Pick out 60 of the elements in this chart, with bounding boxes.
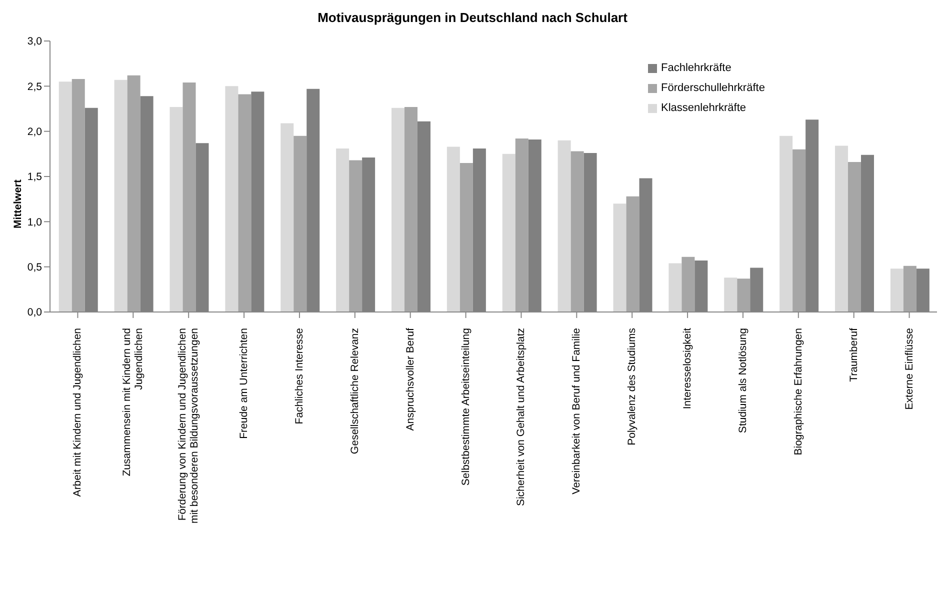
x-tick-label: Gesellschaftliche Relevanz: [348, 328, 361, 454]
legend-label: Förderschullehrkräfte: [661, 82, 765, 94]
x-tick-label: Freude am Unterrichten: [238, 328, 250, 439]
bar: [682, 256, 695, 312]
x-tick-label: Biographische Erfahrungen: [792, 328, 804, 456]
bar: [737, 278, 750, 312]
x-tick-label: Traumberuf: [848, 328, 860, 382]
bar: [558, 140, 571, 312]
x-tick-label: Sicherheit von Gehalt und Arbeitsplatz: [515, 328, 528, 506]
x-tick-label: Interesselosigkeit: [682, 328, 694, 410]
x-tick-label: Externe Einflüsse: [903, 328, 916, 410]
bar: [72, 78, 85, 312]
legend-label: Fachlehrkräfte: [661, 62, 732, 74]
x-tick-label: Zusammensein mit Kindern und Jugendlichen: [121, 328, 146, 476]
bar: [446, 146, 460, 312]
bar: [127, 75, 140, 312]
bar: [280, 123, 294, 312]
bar: [182, 82, 196, 312]
bar: [792, 149, 806, 312]
y-tick-label: 1,5: [27, 171, 42, 184]
bar: [613, 204, 626, 312]
bar: [668, 263, 682, 312]
y-tick-label: 0,5: [27, 262, 42, 274]
bar: [834, 146, 848, 312]
x-tick-label: Förderung von Kindern und Jugendlichen mit besonderen Bildungsvoraussetzungen: [176, 328, 201, 524]
bar: [724, 278, 738, 312]
y-tick-label: 2,5: [27, 80, 42, 93]
y-axis-title: Mittelwert: [12, 178, 24, 231]
x-tick-label: Studium als Notlösung: [736, 328, 749, 434]
bar: [114, 80, 128, 312]
x-tick-label: Anspruchsvoller Beruf: [404, 328, 416, 431]
bar: [460, 162, 473, 312]
y-tick-label: 1,0: [27, 216, 42, 228]
bar: [349, 160, 362, 312]
bar: [336, 148, 350, 312]
legend-label: Klassenlehrkräfte: [661, 102, 746, 114]
x-tick-label: Polyvalenz des Studiums: [626, 328, 638, 446]
bar: [890, 268, 904, 312]
bar: [391, 108, 404, 312]
y-tick-label: 2,0: [27, 126, 42, 138]
x-tick-label: Vereinbarkeit von Beruf und Familie: [570, 328, 583, 494]
y-tick-label: 3,0: [27, 36, 42, 48]
bar: [570, 151, 584, 312]
x-tick-label: Arbeit mit Kindern und Jugendlichen: [72, 328, 84, 497]
bar: [294, 136, 307, 312]
bar: [225, 86, 238, 312]
bar: [626, 196, 640, 312]
bar: [848, 162, 861, 312]
bar: [404, 106, 418, 312]
bar: [170, 106, 183, 312]
y-tick-label: 0,0: [27, 306, 42, 319]
x-tick-label: Selbstbestimmte Arbeitseinteilung: [460, 328, 472, 486]
bar: [238, 94, 252, 312]
bar: [903, 266, 916, 312]
bar: [780, 136, 793, 312]
chart-title: Motivausprägungen in Deutschland nach Schulart: [316, 10, 628, 25]
bar: [515, 138, 528, 312]
x-tick-label: Fachliches Interesse: [293, 328, 306, 424]
bar: [502, 154, 516, 312]
bar: [58, 82, 72, 312]
